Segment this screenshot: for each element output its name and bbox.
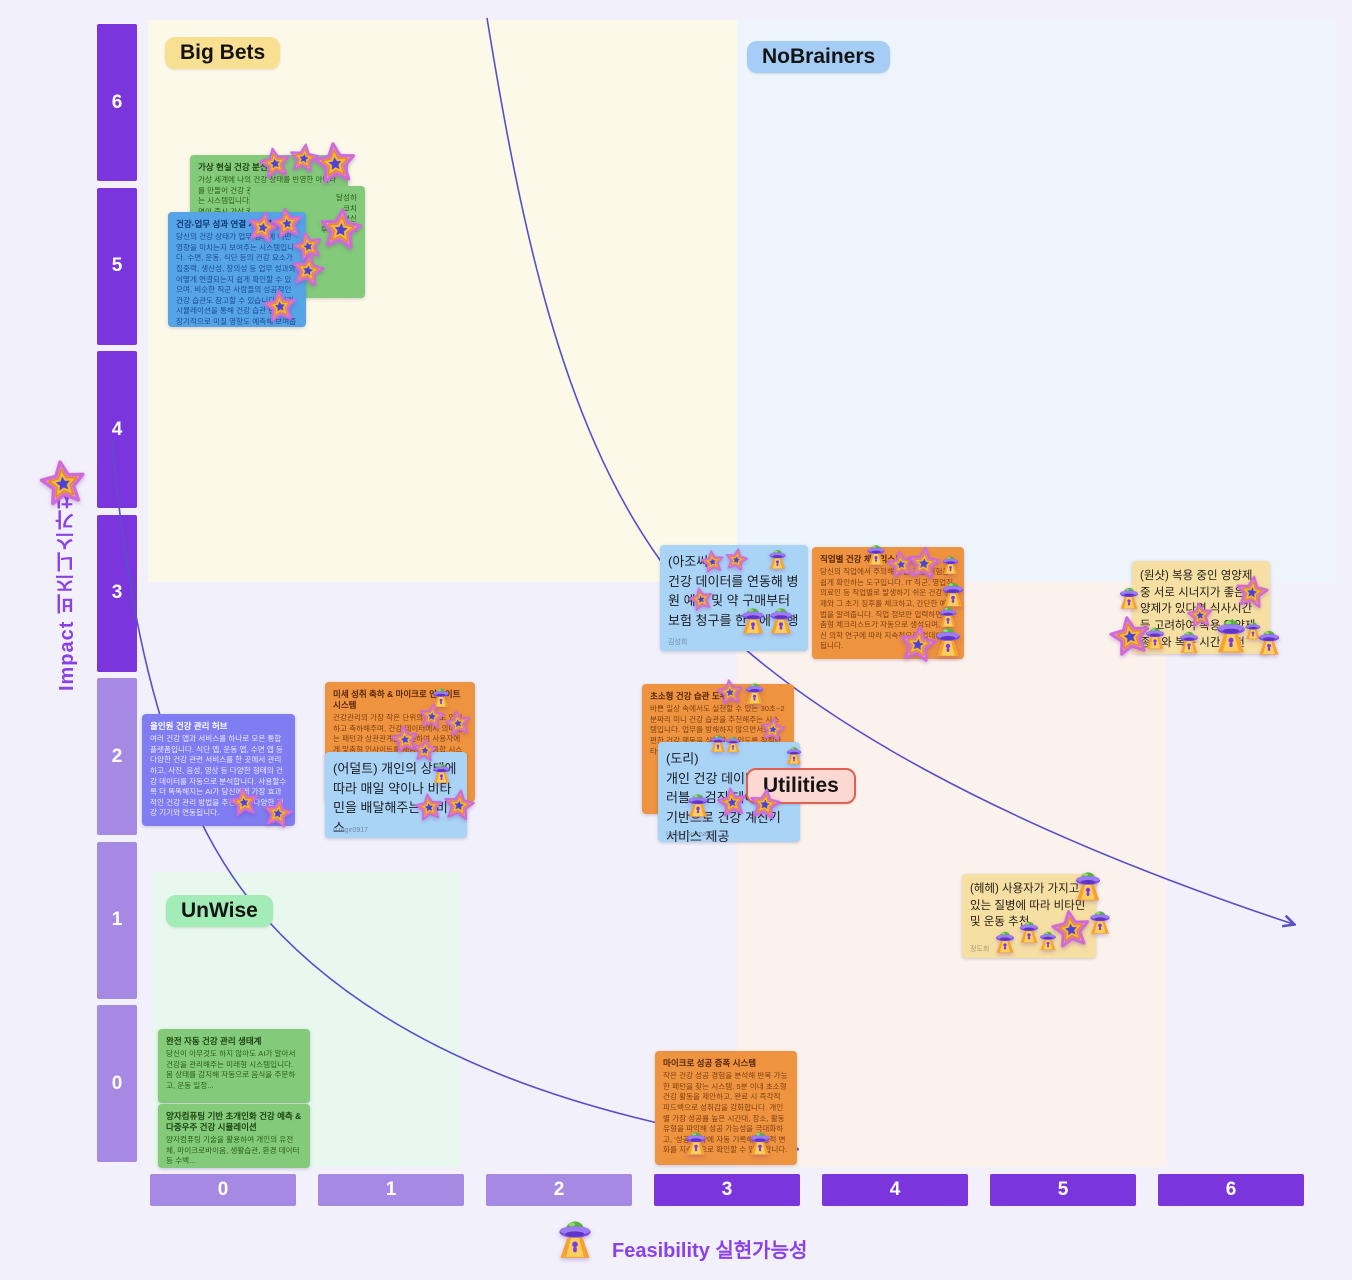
note-title: 완전 자동 건강 관리 생태계 (166, 1036, 262, 1046)
star-icon[interactable] (714, 784, 750, 820)
ufo-icon[interactable] (428, 757, 455, 784)
x-axis-block-5: 5 (990, 1174, 1136, 1206)
star-icon[interactable] (1232, 572, 1273, 613)
x-axis-block-4: 4 (822, 1174, 968, 1206)
ufo-icon[interactable] (1114, 580, 1144, 610)
x-axis-block-3: 3 (654, 1174, 800, 1206)
ufo-icon[interactable] (990, 924, 1020, 954)
quadrant-label-unwise[interactable]: UnWise (166, 895, 273, 927)
y-axis-block-0: 0 (97, 1005, 137, 1162)
quadrant-bg-nobrainers (737, 20, 1337, 582)
note-title: 올인원 건강 관리 허브 (150, 721, 228, 731)
note-title: 마이크로 성공 증폭 시스템 (663, 1058, 757, 1068)
y-axis-title: Impact 비즈니스가치 (56, 488, 78, 692)
star-icon[interactable] (226, 784, 262, 820)
y-axis-block-2: 2 (97, 678, 137, 835)
x-axis-block-0: 0 (150, 1174, 296, 1206)
star-icon[interactable] (722, 545, 751, 574)
star-icon[interactable] (442, 707, 474, 739)
x-axis-block-2: 2 (486, 1174, 632, 1206)
sticky-note-quantum[interactable]: 양자컴퓨팅 기반 초개인화 건강 예측 & 다중우주 건강 시뮬레이션 양자컴퓨팅… (158, 1104, 310, 1168)
note-title: 가상 현실 건강 분신 (198, 162, 268, 172)
star-icon[interactable] (35, 455, 91, 511)
star-icon[interactable] (260, 286, 300, 326)
x-axis-title: Feasibility 실현가능성 (612, 1240, 808, 1262)
y-axis-block-6: 6 (97, 24, 137, 181)
y-axis-block-5: 5 (97, 187, 137, 345)
note-title: 건강-업무 성과 연결 시스템 (176, 219, 272, 229)
ufo-icon[interactable] (744, 1124, 776, 1156)
ufo-icon[interactable] (938, 550, 963, 575)
ufo-icon[interactable] (549, 1208, 601, 1260)
ufo-icon[interactable] (680, 1124, 712, 1156)
quadrant-label-nobrainers[interactable]: NoBrainers (747, 41, 891, 73)
y-axis-block-1: 1 (97, 841, 137, 999)
star-icon[interactable] (310, 138, 361, 189)
star-icon[interactable] (686, 584, 717, 615)
star-icon[interactable] (758, 714, 787, 743)
ufo-icon[interactable] (763, 599, 799, 635)
note-author: u.mgir0917 (333, 827, 369, 834)
ufo-icon[interactable] (782, 741, 806, 765)
ufo-icon[interactable] (1140, 620, 1170, 650)
note-title: 양자컴퓨팅 기반 초개인화 건강 예측 & 다중우주 건강 시뮬레이션 (166, 1111, 302, 1133)
x-axis-block-6: 6 (1158, 1174, 1304, 1206)
ufo-icon[interactable] (1174, 624, 1204, 654)
ufo-icon[interactable] (1252, 622, 1286, 656)
x-axis-block-1: 1 (318, 1174, 464, 1206)
note-author: 김성희 (668, 639, 688, 646)
ufo-icon[interactable] (1068, 862, 1108, 902)
ufo-icon[interactable] (928, 618, 968, 658)
ufo-icon[interactable] (740, 676, 769, 705)
star-icon[interactable] (287, 249, 329, 291)
ufo-icon[interactable] (722, 731, 744, 753)
ufo-icon[interactable] (682, 786, 714, 818)
star-icon[interactable] (440, 786, 478, 824)
star-icon[interactable] (746, 785, 784, 823)
note-author: 정도희 (970, 946, 990, 953)
star-icon[interactable] (259, 794, 296, 831)
note-body: 당신이 아무것도 하지 않아도 AI가 알아서 건강을 관리해주는 미래형 시스… (166, 1049, 296, 1090)
note-body: 당신의 건강 상태가 업무 성과에 어떤 영향을 미치는지 보여주는 시스템입니… (176, 232, 297, 327)
quadrant-label-big-bets[interactable]: Big Bets (165, 37, 281, 69)
ufo-icon[interactable] (764, 543, 791, 570)
y-axis-block-4: 4 (97, 351, 137, 508)
note-author: Uma Thurman (666, 831, 711, 838)
y-axis-block-3: 3 (97, 514, 137, 672)
note-body: 양자컴퓨팅 기술을 활용하여 개인의 유전체, 마이크로바이옴, 생활습관, 환… (166, 1135, 300, 1166)
